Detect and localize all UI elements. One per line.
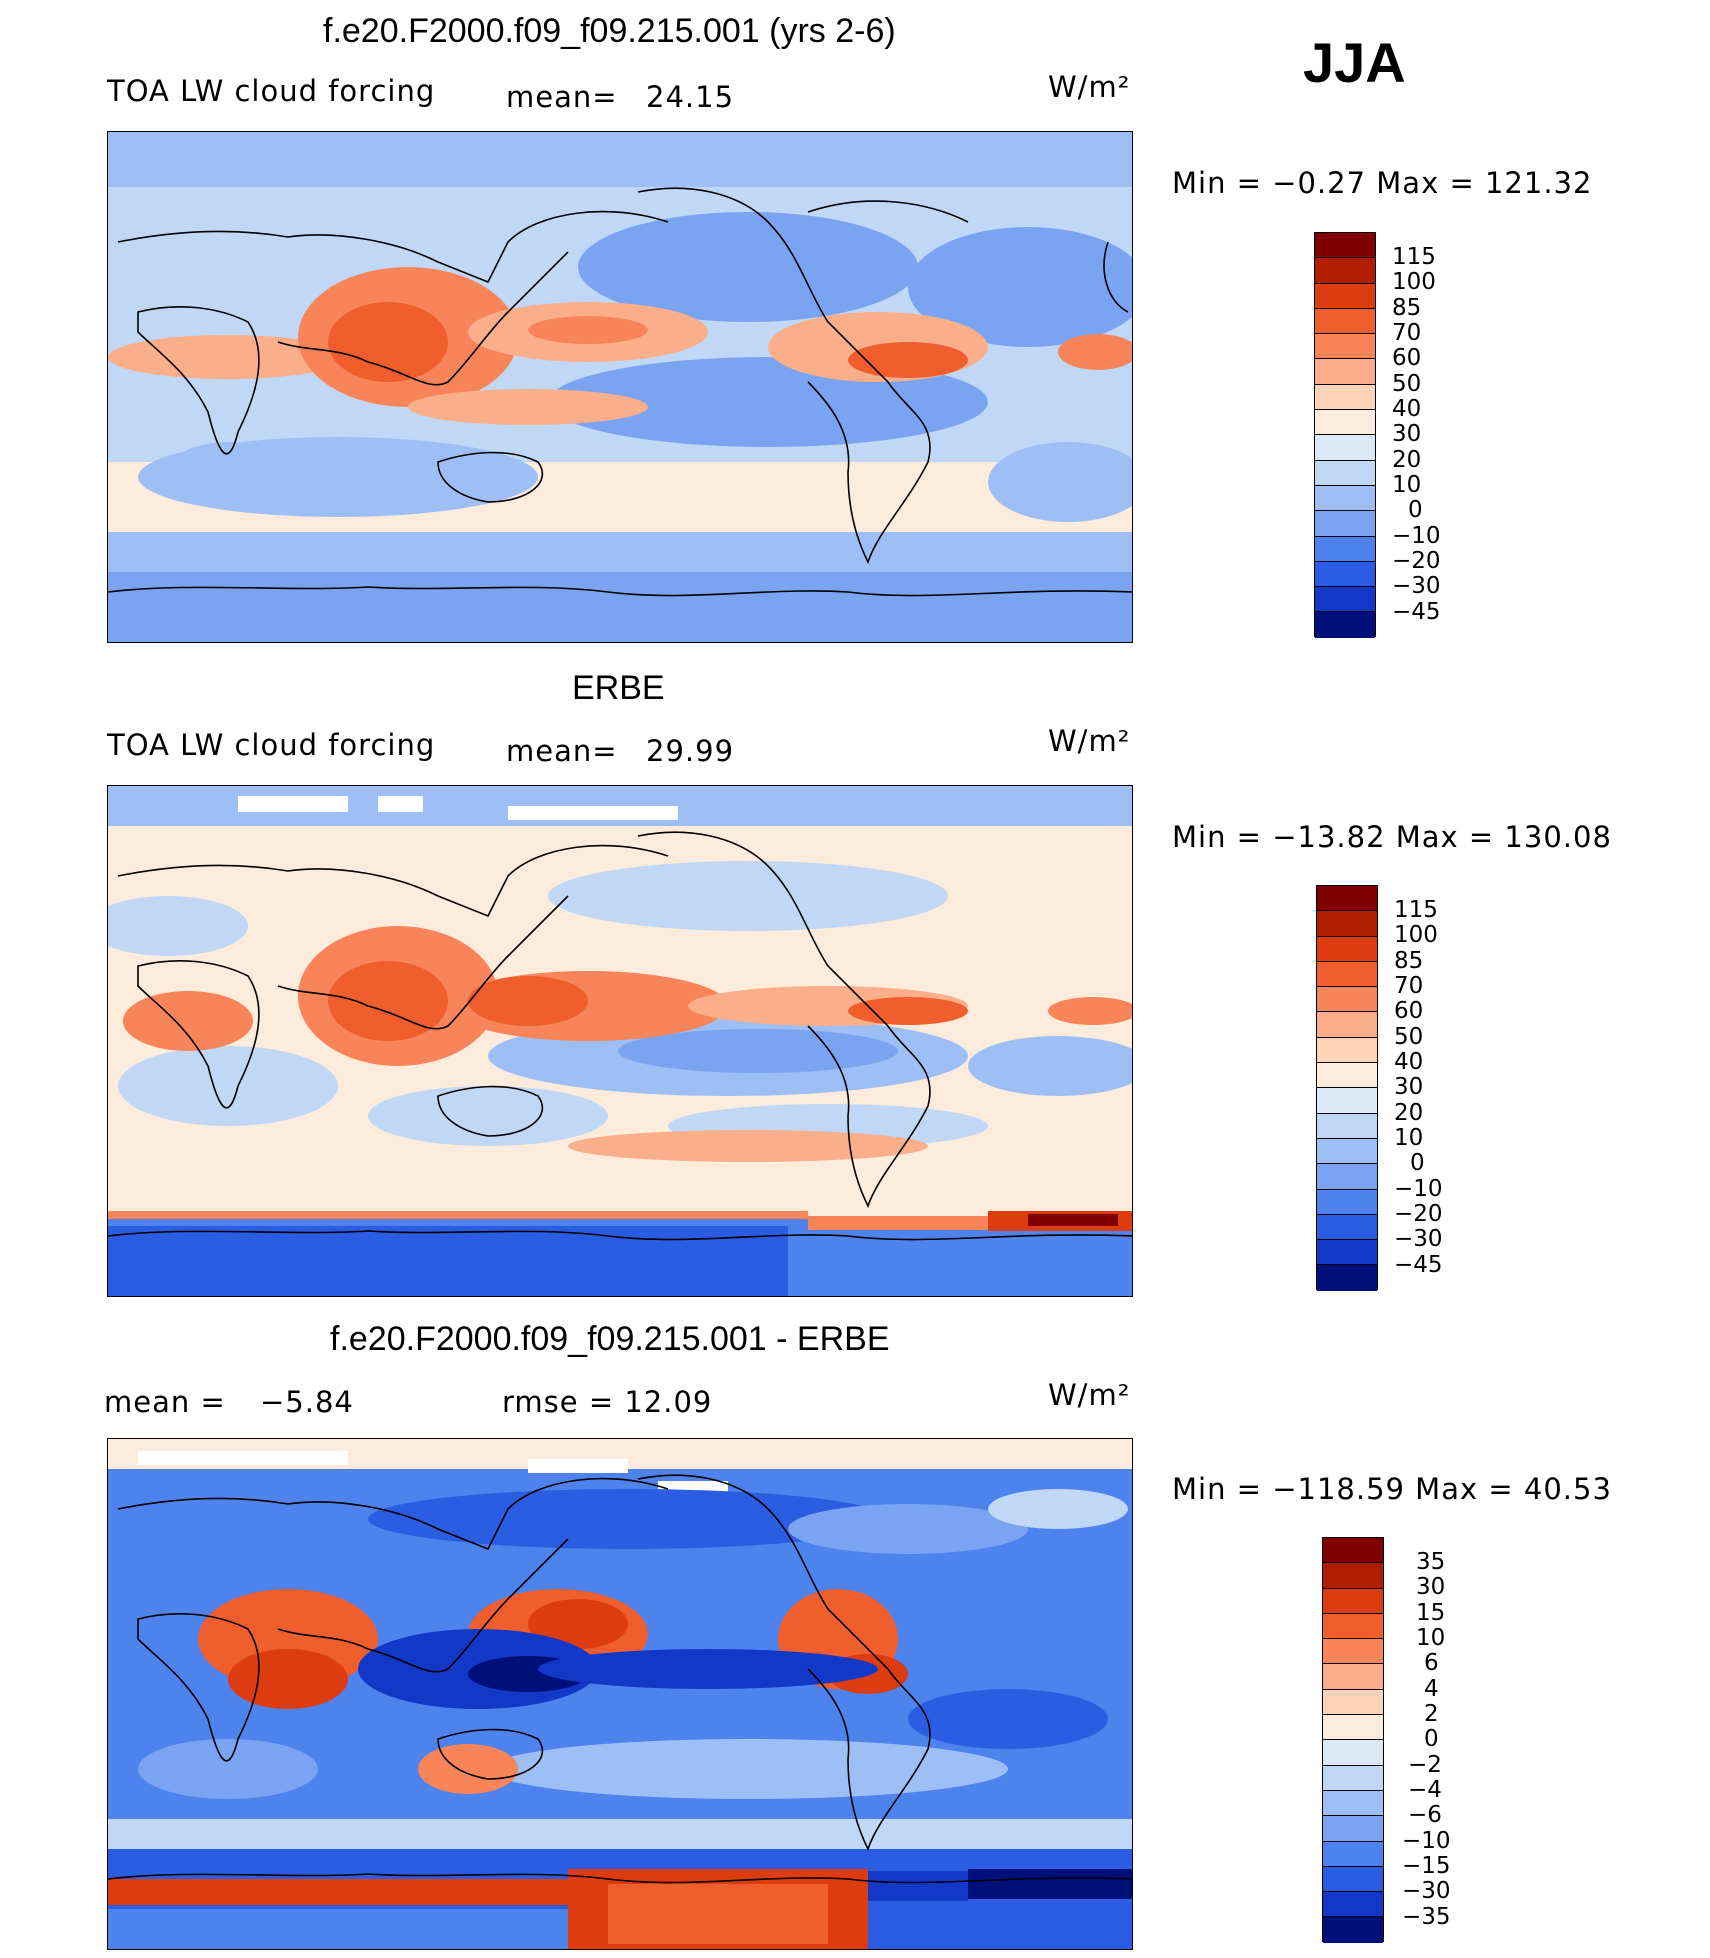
colorbar-tick-label: 20: [1392, 447, 1422, 473]
season-label: JJA: [1303, 31, 1406, 94]
colorbar-tick-label: −10: [1394, 1176, 1443, 1202]
panel-2-minmax: Min = −13.82 Max = 130.08: [1172, 820, 1612, 854]
colorbar-tick-label: 30: [1394, 1074, 1424, 1100]
colorbar-tick-label: −4: [1408, 1777, 1442, 1803]
panel-2-map: [107, 785, 1133, 1297]
colorbar-tick-label: −45: [1394, 1252, 1443, 1278]
colorbar-tick-label: 40: [1392, 396, 1422, 422]
panel-3-units: W/m²: [1048, 1378, 1131, 1412]
panel-1-units: W/m²: [1048, 70, 1131, 104]
colorbar-tick-label: −10: [1402, 1828, 1451, 1854]
colorbar-tick-label: 100: [1392, 269, 1436, 295]
colorbar-tick-label: 50: [1394, 1024, 1424, 1050]
colorbar-tick-label: −30: [1392, 573, 1441, 599]
colorbar-tick-label: −30: [1402, 1878, 1451, 1904]
colorbar-tick-label: 60: [1394, 998, 1424, 1024]
colorbar-tick-label: 2: [1424, 1701, 1439, 1727]
colorbar-tick-label: 85: [1392, 295, 1422, 321]
colorbar-tick-label: −20: [1394, 1201, 1443, 1227]
colorbar-tick-label: −6: [1408, 1802, 1442, 1828]
colorbar-tick-label: 60: [1392, 345, 1422, 371]
panel-1-colorbar: [1314, 232, 1376, 638]
colorbar-tick-label: 10: [1394, 1125, 1424, 1151]
panel-3-map: [107, 1438, 1133, 1950]
panel-1-title: f.e20.F2000.f09_f09.215.001 (yrs 2-6): [323, 12, 896, 50]
colorbar-tick-label: 20: [1394, 1100, 1424, 1126]
colorbar-tick-label: 70: [1394, 973, 1424, 999]
colorbar-tick-label: 70: [1392, 320, 1422, 346]
colorbar-tick-label: 115: [1394, 897, 1438, 923]
panel-3-title: f.e20.F2000.f09_f09.215.001 - ERBE: [330, 1320, 890, 1358]
colorbar-tick-label: 30: [1392, 421, 1422, 447]
panel-2-mean-value: 29.99: [646, 734, 735, 768]
panel-1-mean-value: 24.15: [646, 80, 735, 114]
colorbar-tick-label: 0: [1410, 1150, 1425, 1176]
colorbar-tick-label: 0: [1424, 1726, 1439, 1752]
panel-3-colorbar: [1322, 1537, 1384, 1943]
colorbar-tick-label: 30: [1416, 1574, 1446, 1600]
colorbar-tick-label: 6: [1424, 1650, 1439, 1676]
colorbar-tick-label: 0: [1408, 497, 1423, 523]
colorbar-tick-label: −15: [1402, 1853, 1451, 1879]
panel-1-map: [107, 131, 1133, 643]
colorbar-tick-label: 4: [1424, 1676, 1439, 1702]
colorbar-tick-label: 40: [1394, 1049, 1424, 1075]
panel-3-rmse: rmse = 12.09: [502, 1385, 713, 1419]
colorbar-tick-label: 50: [1392, 371, 1422, 397]
colorbar-tick-label: −30: [1394, 1226, 1443, 1252]
colorbar-tick-label: 115: [1392, 244, 1436, 270]
panel-3-mean-label: mean =: [104, 1385, 226, 1419]
colorbar-tick-label: −35: [1402, 1904, 1451, 1930]
colorbar-tick-label: −20: [1392, 548, 1441, 574]
colorbar-tick-label: 100: [1394, 922, 1438, 948]
panel-3-minmax: Min = −118.59 Max = 40.53: [1172, 1472, 1612, 1506]
panel-2-variable-label: TOA LW cloud forcing: [107, 728, 436, 762]
panel-2-title: ERBE: [572, 669, 665, 707]
panel-2-map-field: [108, 786, 1132, 1296]
colorbar-tick-label: 15: [1416, 1600, 1446, 1626]
panel-1-mean-label: mean=: [506, 80, 618, 114]
colorbar-tick-label: −2: [1408, 1752, 1442, 1778]
panel-2-units: W/m²: [1048, 724, 1131, 758]
panel-1-map-field: [108, 132, 1132, 642]
colorbar-tick-label: 85: [1394, 948, 1424, 974]
colorbar-tick-label: −10: [1392, 523, 1441, 549]
panel-1-minmax: Min = −0.27 Max = 121.32: [1172, 166, 1593, 200]
panel-2-mean-label: mean=: [506, 734, 618, 768]
panel-3-mean-value: −5.84: [260, 1385, 354, 1419]
panel-1-variable-label: TOA LW cloud forcing: [107, 74, 436, 108]
colorbar-tick-label: −45: [1392, 599, 1441, 625]
colorbar-tick-label: 10: [1416, 1625, 1446, 1651]
panel-2-colorbar: [1316, 885, 1378, 1291]
colorbar-tick-label: 35: [1416, 1549, 1446, 1575]
panel-3-map-field: [108, 1439, 1132, 1949]
colorbar-tick-label: 10: [1392, 472, 1422, 498]
